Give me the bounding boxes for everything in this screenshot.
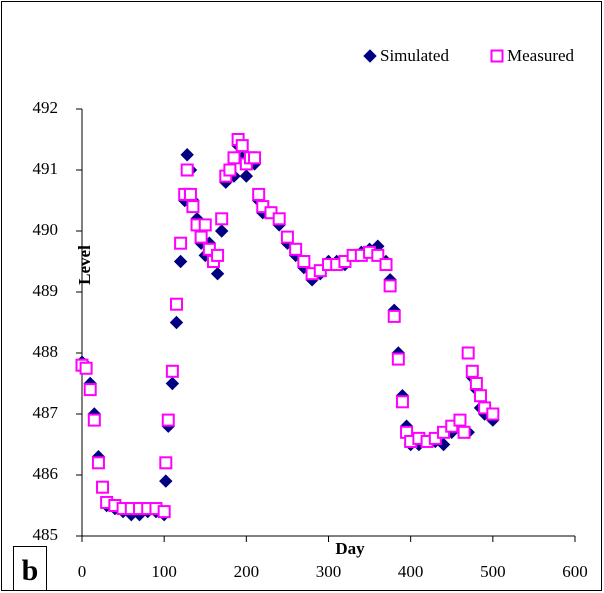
x-tick-label: 100 [151,562,177,581]
point [194,230,208,244]
point [91,456,105,470]
point [223,163,237,177]
point [198,218,212,232]
y-tick-label: 488 [33,342,59,361]
point [180,163,194,177]
y-tick-label: 490 [33,220,59,239]
point [96,480,110,494]
point [252,187,266,201]
point [169,297,183,311]
point [161,413,175,427]
point [280,230,294,244]
point [239,169,254,183]
point [248,151,262,165]
point [297,255,311,268]
legend-marker [490,49,504,63]
x-tick-label: 300 [316,562,342,581]
point [215,212,229,226]
point [457,425,471,439]
label-box [13,546,47,591]
point [465,364,479,378]
point [165,364,179,378]
point [173,254,188,269]
x-tick-label: 500 [480,562,506,581]
point [210,266,225,281]
y-axis-label: Level [75,245,94,285]
x-tick-label: 200 [234,562,260,581]
point [87,413,101,427]
point [165,376,180,391]
point [272,212,286,226]
point [169,315,184,330]
point [395,395,409,409]
x-tick-label: 400 [398,562,424,581]
point [469,377,483,390]
point [227,151,241,165]
point [186,200,200,214]
point [383,279,397,293]
point [214,224,229,238]
y-tick-label: 485 [33,525,59,544]
point [387,309,401,323]
point [235,139,249,153]
point [83,383,97,397]
y-tick-label: 491 [33,159,59,178]
legend-marker [363,49,377,63]
point [183,187,197,201]
point [79,361,93,375]
x-axis-label: Day [335,539,365,558]
x-tick-label: 600 [562,562,588,581]
point [461,346,475,360]
point [391,352,405,366]
y-tick-label: 492 [33,98,59,117]
point [159,474,173,488]
point [211,248,225,262]
x-tick-label: 0 [78,562,87,581]
point [379,258,393,272]
legend-label: Measured [507,46,575,65]
y-tick-label: 487 [33,403,59,422]
point [486,407,500,421]
point [371,248,385,262]
legend-label: Simulated [380,46,449,65]
y-tick-label: 489 [33,281,59,300]
point [174,236,188,250]
point [289,242,303,256]
panel-label: b [22,554,39,587]
point [474,389,488,403]
y-tick-label: 486 [33,464,59,483]
point [159,456,173,470]
point [180,148,194,162]
point [453,413,467,427]
point [157,505,171,519]
